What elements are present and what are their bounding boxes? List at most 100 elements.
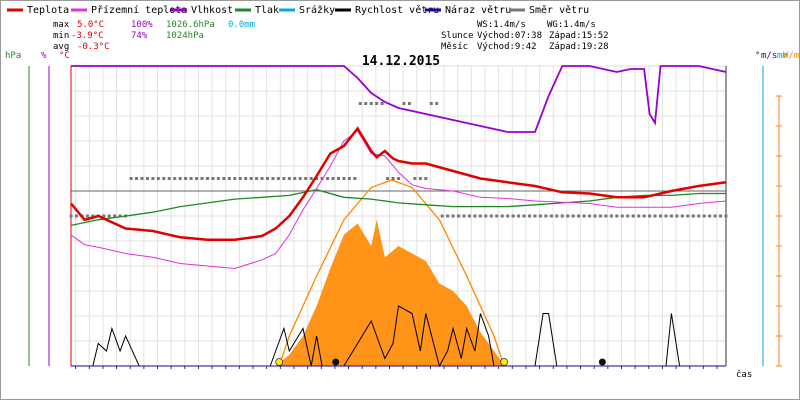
series-direction-point (287, 177, 291, 180)
series-direction-point (156, 177, 160, 180)
series-direction-point (631, 214, 635, 218)
series-direction-point (407, 102, 411, 105)
series-direction-point (102, 214, 106, 218)
series-direction-point (604, 214, 608, 218)
series-direction-point (353, 177, 357, 180)
series-direction-point (320, 177, 324, 180)
series-direction-point (309, 177, 313, 180)
solar-unit: W/m² (783, 51, 800, 61)
stats-avg-temp: -0.3°C (77, 42, 110, 52)
series-direction-point (544, 214, 548, 218)
legend-item-tlak: Tlak (235, 5, 279, 16)
series-direction-point (615, 214, 619, 218)
wind-gust-info: WG:1.4m/s (547, 20, 596, 30)
series-direction-point (637, 214, 641, 218)
series-direction-point (222, 177, 226, 180)
series-direction-point (178, 177, 182, 180)
sun-label: Slunce (441, 31, 474, 41)
wind-speed-info: WS:1.4m/s (477, 20, 526, 30)
chart-title: 14.12.2015 (362, 54, 440, 69)
series-direction-point (135, 177, 138, 180)
series-direction-point (347, 177, 351, 180)
series-direction-point (205, 177, 209, 180)
series-direction-point (227, 177, 231, 180)
series-direction-point (457, 214, 461, 218)
series-direction-point (397, 177, 400, 180)
plot-layer (69, 65, 728, 368)
series-direction-point (216, 177, 220, 180)
legend-label: Tlak (255, 5, 279, 16)
series-direction-point (69, 214, 73, 218)
series-direction-point (293, 177, 297, 180)
moonset-marker (598, 358, 606, 366)
sunset-marker (500, 358, 509, 366)
series-direction-point (413, 177, 417, 180)
legend-label: Vlhkost (191, 5, 233, 16)
series-direction-point (195, 177, 199, 180)
series-direction-point (609, 214, 613, 218)
series-direction-point (489, 214, 493, 218)
series-direction-point (598, 214, 602, 218)
series-direction-point (560, 214, 564, 218)
rain-unit: mm (777, 51, 788, 61)
series-direction-point (298, 177, 302, 180)
series-direction-point (173, 177, 177, 180)
series-direction-point (642, 214, 646, 218)
legend-label: Směr větru (529, 4, 589, 16)
series-direction-point (282, 177, 286, 180)
series-solar-area (275, 219, 505, 366)
series-direction-point (244, 177, 248, 180)
series-direction-point (451, 214, 455, 218)
series-direction-point (331, 177, 335, 180)
series-direction-point (538, 214, 542, 218)
series-direction-point (369, 102, 373, 105)
stats-max-rain: 0.0mm (228, 20, 255, 30)
legend: Teplota Přízemní teplota Vlhkost Tlak Sr… (7, 4, 589, 16)
series-direction-point (113, 214, 117, 218)
series-direction-point (189, 177, 193, 180)
moon-set: Západ:19:28 (549, 42, 609, 52)
stats-min-press: 1024hPa (166, 31, 204, 41)
series-direction-point (315, 177, 319, 180)
sun-set: Západ:15:52 (549, 31, 609, 41)
stats-max-temp: 5.0°C (77, 20, 104, 30)
series-direction-point (424, 177, 428, 180)
series-direction-point (249, 177, 253, 180)
series-direction-point (446, 214, 450, 218)
stats-min-temp: -3.9°C (71, 31, 104, 41)
moonrise-marker (332, 358, 340, 366)
series-direction-point (140, 177, 144, 180)
series-direction-point (713, 214, 717, 218)
legend-label: Přízemní teplota (91, 4, 187, 16)
series-direction-point (653, 214, 657, 218)
series-direction-point (440, 214, 444, 218)
series-direction-point (260, 177, 264, 180)
series-direction-point (467, 214, 471, 218)
series-direction-point (555, 214, 559, 218)
humidity-unit: % (41, 51, 47, 61)
series-direction-point (582, 214, 586, 218)
legend-item-naraz-vetru: Náraz větru (425, 4, 511, 16)
series-direction-point (326, 177, 330, 180)
series-direction-point (167, 177, 171, 180)
series-direction-point (336, 177, 340, 180)
series-direction-point (211, 177, 215, 180)
series-direction-point (435, 102, 439, 105)
series-direction-point (271, 177, 275, 180)
wind-unit: m/s (761, 51, 777, 61)
moon-rise: Východ:9:42 (477, 42, 537, 52)
info-block: WS:1.4m/s WG:1.4m/s Slunce Východ:07:38 … (441, 20, 609, 52)
series-direction-point (233, 177, 237, 180)
temp-unit: °C (59, 51, 70, 61)
legend-item-teplota: Teplota (7, 5, 69, 16)
series-direction-point (626, 214, 630, 218)
series-direction-point (724, 214, 728, 218)
series-direction-point (74, 214, 78, 218)
sunrise-marker (275, 358, 284, 366)
series-direction-point (522, 214, 526, 218)
pressure-unit: hPa (5, 51, 21, 61)
series-direction-point (418, 177, 422, 180)
series-direction-point (402, 102, 406, 105)
series-direction-point (162, 177, 166, 180)
